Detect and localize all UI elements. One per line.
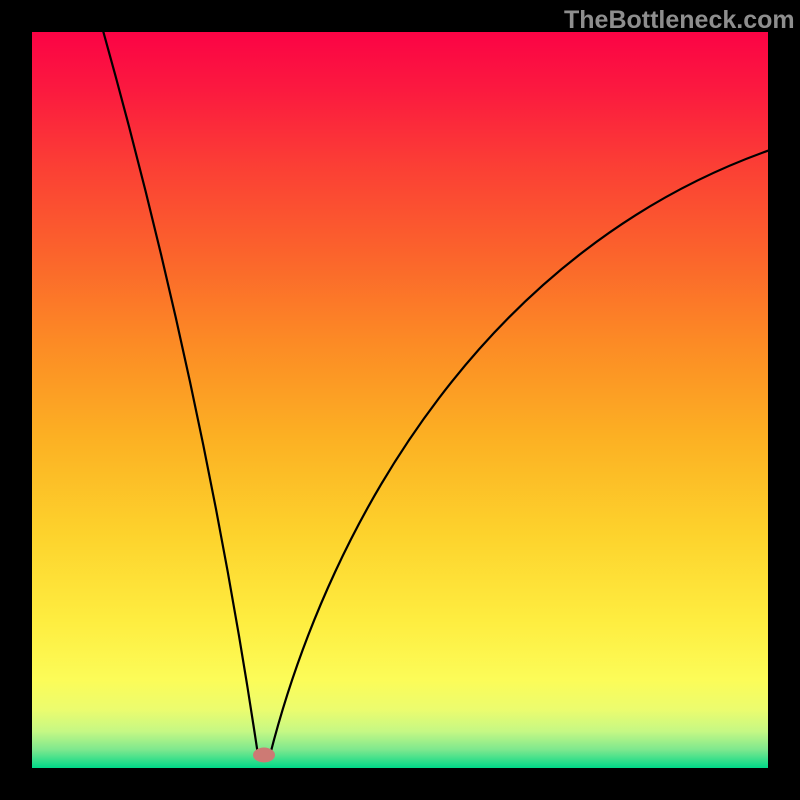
watermark-text: TheBottleneck.com [564,6,795,35]
vertex-marker [253,748,275,763]
plot-background [32,32,768,768]
